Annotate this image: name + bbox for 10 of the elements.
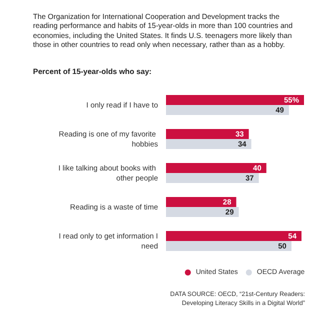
bar <box>166 139 252 149</box>
bar <box>166 105 289 115</box>
bar <box>166 197 236 207</box>
bar <box>166 207 239 217</box>
bar <box>166 95 304 105</box>
bar <box>166 129 249 139</box>
bar <box>166 163 266 173</box>
bar <box>166 241 292 251</box>
bar <box>166 173 259 183</box>
bar <box>166 231 302 241</box>
